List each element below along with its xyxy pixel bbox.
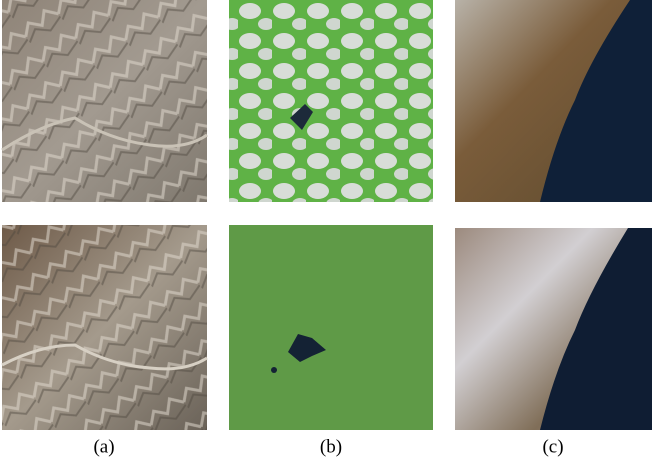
- image-tile: [229, 0, 433, 202]
- caption: (c): [542, 436, 563, 457]
- image-tile: [455, 228, 652, 430]
- figure: (a) (b) (c): [0, 0, 653, 465]
- image-tile: [229, 225, 433, 430]
- image-tile: [2, 225, 207, 430]
- image-tile: [2, 0, 207, 202]
- caption: (a): [93, 436, 114, 457]
- image-tile: [455, 0, 652, 202]
- caption: (b): [320, 436, 342, 457]
